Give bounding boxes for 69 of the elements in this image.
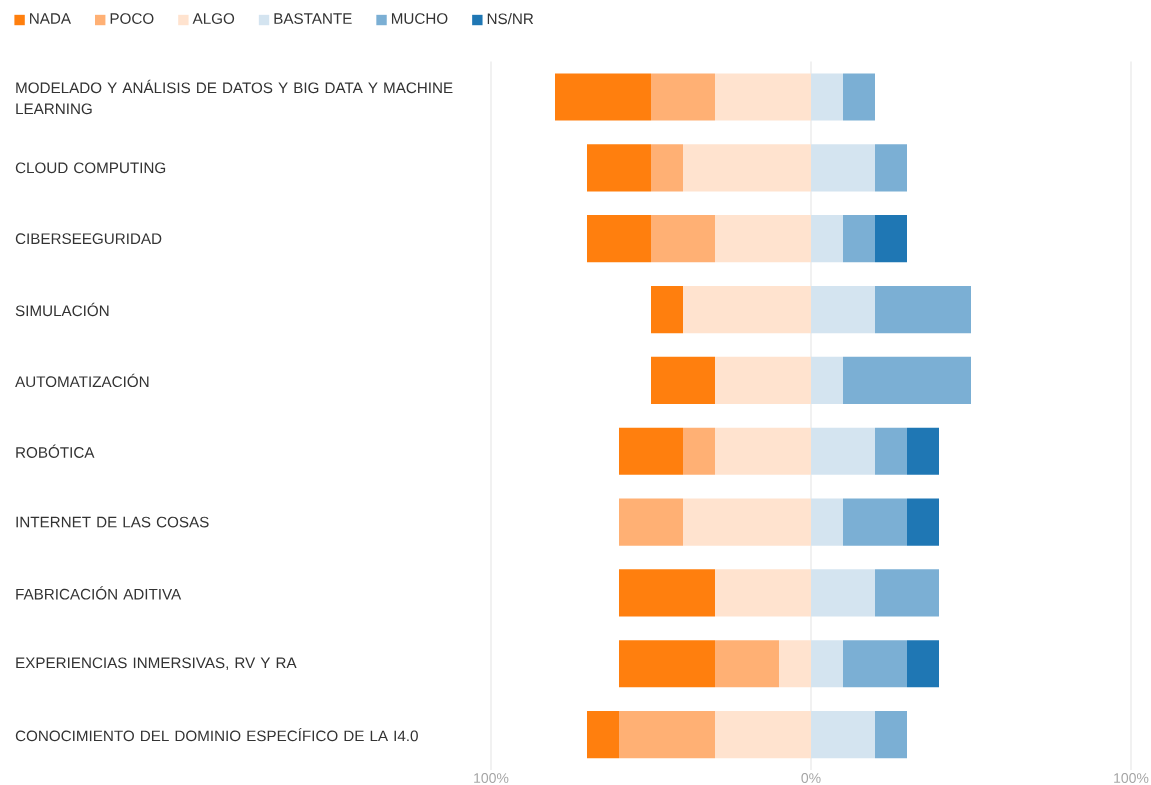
bar — [651, 144, 683, 192]
bar — [875, 427, 907, 475]
y-tick-label: FABRICACIÓN ADITIVA — [16, 586, 182, 600]
bar — [875, 285, 971, 334]
bar — [619, 569, 715, 617]
y-tick-label: ROBÓTICA — [16, 444, 95, 458]
x-tick-label: 100% — [474, 773, 509, 783]
y-tick-label: CIBERSEEGURIDAD — [15, 233, 162, 245]
bar — [619, 711, 715, 759]
legend-label: NS/NR — [487, 13, 534, 25]
bar — [715, 711, 811, 759]
legend-label: NADA — [30, 13, 72, 24]
bar — [715, 73, 811, 121]
y-tick-label: SIMULACIÓN — [15, 302, 109, 317]
y-tick-label: CLOUD COMPUTING — [15, 162, 166, 174]
x-tick-label: 100% — [1114, 773, 1149, 783]
bar — [875, 144, 907, 192]
bar — [587, 144, 651, 192]
legend-label: BASTANTE — [274, 13, 352, 24]
y-tick-label: EXPERIENCIAS INMERSIVAS, RV Y RA — [16, 657, 297, 671]
bar — [811, 285, 875, 334]
bar — [811, 215, 843, 263]
bar — [683, 427, 715, 475]
bar — [779, 640, 811, 688]
bar — [587, 215, 651, 263]
y-tick-label: CONOCIMIENTO DEL DOMINIO ESPECÍFICO DE LA I4.0 — [15, 727, 418, 742]
bar — [651, 285, 683, 334]
bar — [811, 569, 875, 617]
bar — [651, 73, 715, 121]
bar — [619, 498, 683, 546]
y-tick-label: INTERNET DE LAS COSAS — [16, 516, 209, 528]
y-tick-label: MODELADO Y ANÁLISIS DE DATOS Y BIG DATA Y MACHINE LEARNING — [16, 79, 453, 115]
bar — [875, 711, 907, 759]
bar — [811, 427, 875, 475]
bar — [843, 498, 907, 546]
bar — [907, 498, 939, 546]
bar — [651, 356, 715, 404]
bar — [587, 711, 619, 759]
legend-label: POCO — [110, 13, 154, 24]
bar — [907, 640, 939, 688]
bar — [811, 73, 843, 121]
legend-label: MUCHO — [391, 13, 448, 24]
bar — [619, 427, 683, 475]
bar — [843, 356, 971, 404]
bar — [811, 711, 875, 759]
bar — [715, 215, 811, 263]
bar — [651, 215, 715, 263]
bar — [715, 640, 779, 688]
bar — [875, 569, 939, 617]
bar — [683, 144, 811, 192]
x-tick-label: 0% — [801, 773, 821, 783]
legend-label: ALGO — [192, 13, 235, 24]
bar — [875, 215, 907, 263]
bar — [811, 498, 843, 546]
bar — [843, 640, 907, 688]
bar — [715, 569, 811, 617]
bar — [683, 285, 811, 334]
bar — [843, 73, 875, 121]
bar — [619, 640, 715, 688]
bar — [811, 640, 843, 688]
y-tick-label: AUTOMATIZACIÓN — [15, 373, 149, 388]
bar — [715, 427, 811, 475]
bar — [555, 73, 651, 121]
bar — [907, 427, 939, 475]
bar — [683, 498, 811, 546]
bar — [715, 356, 811, 404]
bar — [843, 215, 875, 263]
bar — [811, 144, 875, 192]
bar — [811, 356, 843, 404]
